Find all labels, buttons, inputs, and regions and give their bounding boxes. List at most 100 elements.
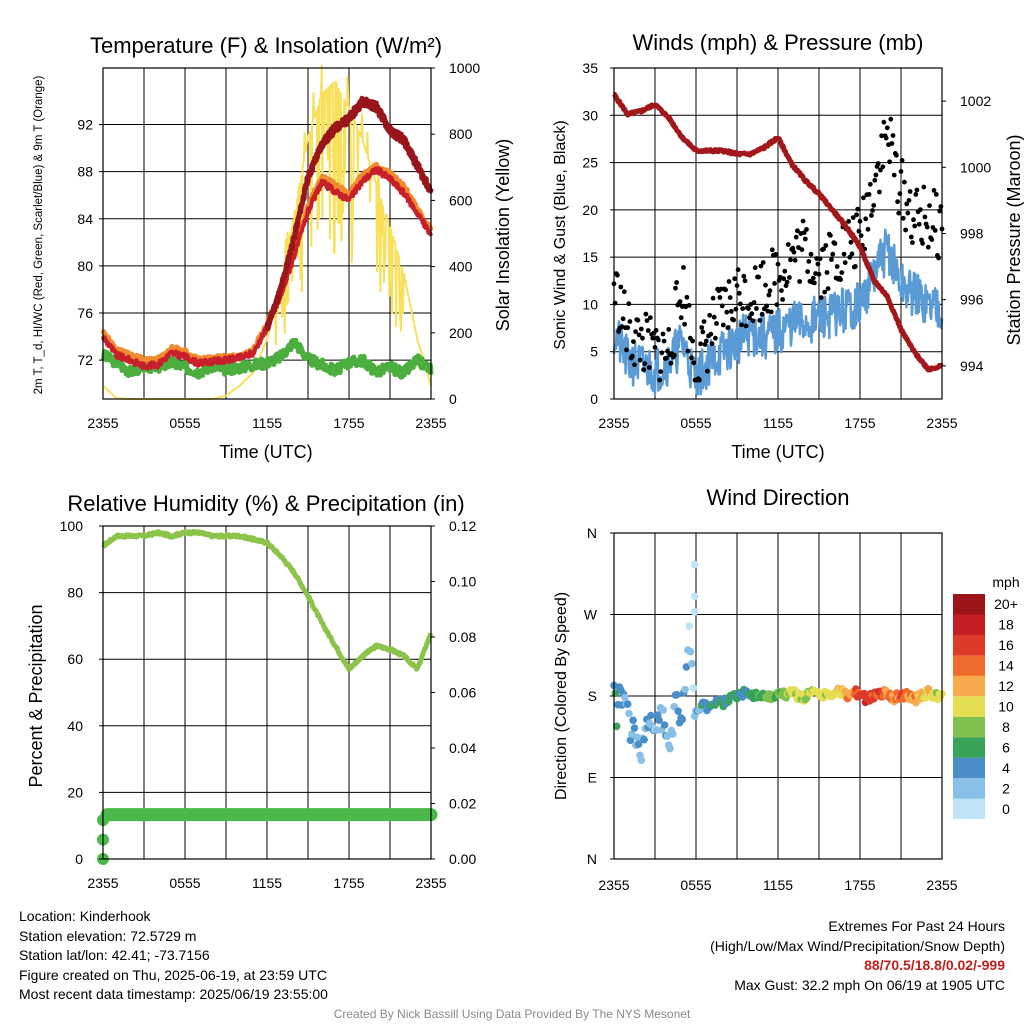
gust-point (867, 181, 873, 187)
gust-point (788, 257, 793, 263)
y-tick-label: 72 (77, 352, 93, 368)
direction-point (647, 711, 655, 720)
gust-point (879, 133, 884, 139)
y-tick-label: 10 (582, 296, 598, 312)
x-tick-label: 1755 (844, 415, 875, 431)
gust-point (735, 267, 741, 273)
gust-point (898, 169, 904, 174)
gust-point (774, 302, 780, 308)
gust-point (629, 353, 635, 359)
y-tick-label: 76 (77, 305, 93, 321)
gust-point (659, 350, 665, 356)
x-tick-label: 0555 (680, 415, 711, 431)
gust-point (916, 221, 922, 227)
y-tick-label: 5 (590, 344, 598, 360)
gust-point (757, 318, 763, 323)
gust-point (816, 271, 822, 277)
direction-point (678, 715, 687, 724)
gust-point (890, 133, 896, 138)
gust-point (700, 329, 706, 335)
gust-point (937, 208, 943, 214)
y-right-tick-label: 0.02 (449, 796, 476, 812)
gust-point (758, 263, 764, 269)
direction-point (689, 684, 698, 692)
temperature-ylabel: 2m T, T_d, HI/WC (Red, Green, Scarlet/Bl… (33, 75, 45, 394)
extremes-info: Extremes For Past 24 Hours (High/Low/Max… (710, 917, 1005, 995)
x-tick-label: 2355 (87, 875, 118, 891)
colorbar-label: 16 (998, 637, 1014, 653)
direction-point (659, 706, 667, 714)
gust-point (685, 348, 691, 354)
station-latlon: Station lat/lon: 42.41; -73.7156 (19, 947, 210, 963)
y-right-tick-label: 998 (960, 226, 984, 242)
x-tick-label: 1155 (763, 877, 793, 893)
gust-point (633, 329, 638, 335)
gust-point (891, 172, 897, 178)
y-tick-label: 80 (67, 585, 83, 601)
x-tick-label: 1755 (333, 415, 364, 431)
direction-point (626, 736, 635, 744)
gust-point (731, 317, 736, 323)
gust-point (641, 367, 646, 373)
gust-point (792, 257, 798, 263)
colorbar-label: 4 (1002, 760, 1010, 776)
wind-panel: Winds (mph) & Pressure (mb) 0 5 10 15 20 25 30… (552, 30, 1024, 462)
gust-point (900, 215, 906, 221)
temperature-panel: Temperature (F) & Insolation (W/m²) 72 76… (33, 33, 513, 462)
x-tick-label: 1155 (252, 875, 282, 891)
gust-point (764, 303, 769, 309)
gust-point (736, 290, 742, 296)
extremes-values: 88/70.5/18.8/0.02/-999 (864, 957, 1005, 973)
gust-point (936, 255, 941, 261)
gust-point (822, 289, 828, 295)
direction-point (669, 730, 677, 738)
gust-point (903, 227, 908, 233)
colorbar-label: 6 (1002, 739, 1010, 755)
gust-point (701, 319, 707, 324)
colorbar-swatch (953, 634, 985, 656)
gust-point (640, 335, 645, 341)
pressure-ylabel: Station Pressure (Maroon) (1004, 134, 1024, 345)
figure-created: Figure created on Thu, 2025-06-19, at 23… (19, 966, 327, 983)
direction-point (685, 622, 693, 630)
gust-point (661, 338, 667, 344)
gust-point (933, 192, 939, 197)
colorbar-label: 2 (1002, 780, 1010, 796)
gust-point (624, 347, 629, 353)
gust-point (703, 338, 709, 344)
y-tick-label: W (584, 607, 598, 623)
gust-point (684, 294, 690, 300)
direction-point (655, 716, 663, 724)
gust-point (894, 152, 899, 158)
gust-point (720, 322, 726, 328)
gust-point (906, 198, 912, 203)
direction-point (666, 744, 674, 753)
colorbar-swatch (953, 716, 985, 738)
colorbar-swatch (953, 594, 985, 615)
gust-point (780, 297, 785, 302)
y-right-tick-label: 0.12 (449, 518, 476, 534)
direction-point (625, 709, 633, 718)
gust-point (877, 189, 882, 195)
humidity-panel: Relative Humidity (%) & Precipitation (i… (26, 491, 476, 891)
y-right-tick-label: 1000 (449, 60, 480, 76)
y-tick-label: 60 (67, 651, 83, 667)
gust-point (673, 285, 678, 291)
y-tick-label: 30 (582, 107, 598, 123)
colorbar-label: 10 (998, 699, 1014, 715)
wind-direction-ylabel: Direction (Colored By Speed) (553, 592, 570, 800)
gust-point (773, 252, 779, 257)
gust-point (802, 236, 808, 242)
y-tick-label: 0 (590, 391, 598, 407)
direction-point (688, 659, 696, 668)
gust-point (854, 212, 859, 218)
gust-point (883, 135, 889, 141)
y-tick-label: 20 (582, 202, 598, 218)
x-tick-label: 2355 (415, 875, 446, 891)
gust-point (743, 323, 749, 329)
gust-point (751, 300, 757, 305)
gust-point (838, 277, 843, 282)
x-tick-label: 2355 (87, 415, 118, 431)
